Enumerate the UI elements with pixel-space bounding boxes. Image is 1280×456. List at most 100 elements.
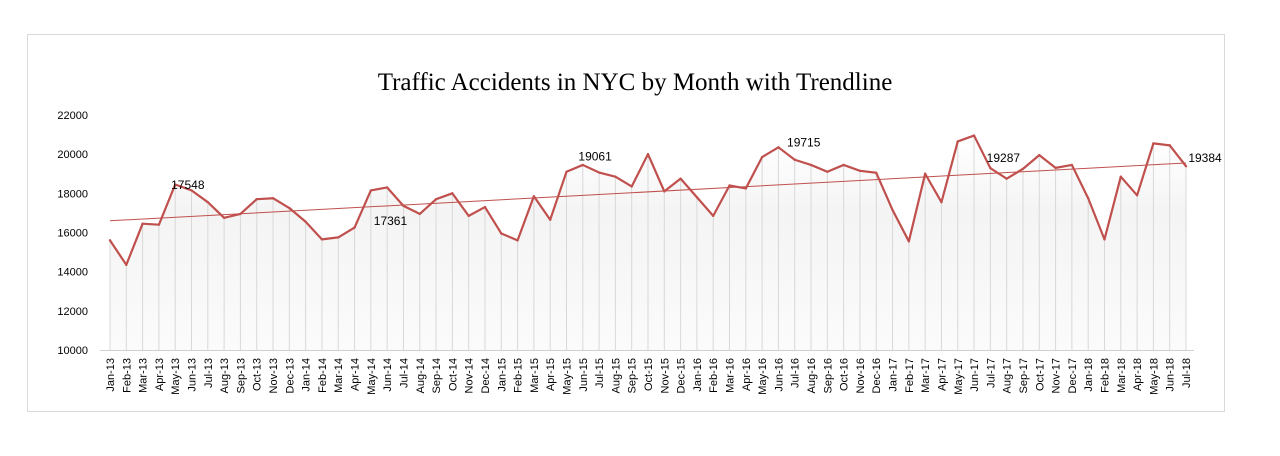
x-tick-label: Jul-13: [203, 358, 215, 388]
x-tick-label: Apr-14: [350, 358, 362, 391]
data-point: [793, 158, 796, 161]
data-point: [451, 192, 454, 195]
x-tick-label: Dec-14: [480, 358, 492, 393]
x-tick-label: Jul-18: [1181, 358, 1193, 388]
x-tick-label: Mar-15: [529, 358, 541, 393]
x-tick-label: Dec-17: [1067, 358, 1079, 393]
data-point: [402, 204, 405, 208]
x-tick-label: May-13: [170, 358, 182, 395]
data-point: [581, 163, 584, 167]
x-tick-label: Jan-13: [105, 358, 117, 392]
x-tick-label: Sep-15: [627, 358, 639, 393]
data-point: [385, 186, 389, 189]
data-point: [1152, 142, 1155, 145]
data-point: [1021, 167, 1025, 171]
x-tick-label: Oct-16: [839, 358, 851, 391]
data-point: [532, 195, 536, 198]
x-tick-label: Apr-18: [1132, 358, 1144, 391]
data-point: [972, 134, 976, 137]
x-tick-label: Nov-16: [855, 358, 867, 393]
x-tick-label: Feb-16: [708, 358, 720, 393]
x-tick-label: Dec-16: [871, 358, 883, 393]
x-tick-label: Jul-15: [594, 358, 606, 388]
data-point: [141, 222, 144, 225]
x-tick-label: Jul-14: [398, 358, 410, 388]
x-tick-label: Jan-15: [496, 358, 508, 392]
data-point: [190, 189, 193, 192]
data-point: [777, 146, 780, 149]
data-point: [907, 240, 911, 243]
x-tick-label: Jul-17: [985, 358, 997, 388]
trendline: [109, 162, 1187, 222]
data-point: [875, 171, 878, 174]
data-point: [1119, 175, 1122, 178]
x-tick-label: Oct-17: [1034, 358, 1046, 391]
x-tick-label: Aug-17: [1002, 358, 1014, 393]
data-point: [206, 200, 210, 204]
x-tick-label: Apr-17: [936, 358, 948, 391]
data-point: [1005, 177, 1008, 180]
x-tick-label: Mar-17: [920, 358, 932, 393]
data-point: [174, 183, 177, 186]
data-point: [597, 171, 601, 174]
data-point: [989, 166, 992, 170]
x-tick-label: May-15: [561, 358, 573, 395]
x-tick-label: Feb-15: [513, 358, 525, 393]
x-tick-label: May-17: [953, 358, 965, 395]
data-point: [255, 198, 258, 201]
data-point: [434, 198, 438, 201]
y-tick-label: 10000: [57, 345, 88, 357]
x-tick-label: Nov-15: [659, 358, 671, 393]
x-tick-label: Oct-15: [643, 358, 655, 391]
x-tick-label: May-18: [1148, 358, 1160, 395]
data-point: [923, 172, 927, 175]
x-tick-label: Aug-14: [415, 358, 427, 393]
data-point: [760, 155, 764, 159]
y-tick-label: 16000: [57, 228, 88, 240]
data-point: [695, 196, 699, 199]
data-point: [418, 212, 421, 216]
data-point: [663, 190, 666, 193]
data-point: [728, 184, 731, 187]
data-point: [483, 205, 487, 209]
x-tick-label: Jan-16: [692, 358, 704, 392]
x-tick-label: Apr-16: [741, 358, 753, 391]
data-point: [337, 236, 340, 239]
data-point: [353, 226, 356, 229]
x-tick-label: Jan-18: [1083, 358, 1095, 392]
x-tick-label: Aug-13: [219, 358, 231, 393]
data-point: [304, 220, 307, 223]
data-point: [565, 170, 568, 173]
x-tick-label: Dec-15: [676, 358, 688, 393]
x-tick-label: Sep-16: [822, 358, 834, 393]
x-tick-label: Oct-13: [252, 358, 264, 391]
y-tick-label: 22000: [57, 110, 88, 122]
y-tick-label: 12000: [57, 306, 88, 318]
data-point: [1103, 238, 1106, 241]
data-point: [614, 175, 617, 178]
data-point: [1168, 144, 1171, 147]
data-point: [1184, 165, 1188, 168]
x-tick-label: Jul-16: [790, 358, 802, 388]
x-tick-label: Jun-16: [773, 358, 785, 392]
data-label: 19061: [578, 150, 612, 164]
x-tick-label: Feb-13: [121, 358, 133, 393]
x-tick-label: Apr-15: [545, 358, 557, 391]
x-tick-label: Mar-13: [138, 358, 150, 393]
data-point: [1038, 153, 1041, 157]
x-tick-label: Jun-13: [187, 358, 199, 392]
data-point: [500, 232, 503, 235]
x-tick-label: May-16: [757, 358, 769, 395]
x-tick-label: Dec-13: [284, 358, 296, 393]
traffic-accidents-line-chart: Traffic Accidents in NYC by Month with T…: [57, 69, 1222, 395]
data-point: [940, 200, 943, 204]
x-tick-label: Nov-13: [268, 358, 280, 393]
data-point: [809, 163, 813, 167]
y-tick-label: 20000: [57, 149, 88, 161]
x-tick-label: Sep-13: [235, 358, 247, 393]
data-point: [157, 223, 161, 226]
x-tick-label: Sep-17: [1018, 358, 1030, 393]
data-point: [125, 263, 128, 267]
data-point: [288, 206, 291, 210]
data-point: [891, 208, 894, 212]
